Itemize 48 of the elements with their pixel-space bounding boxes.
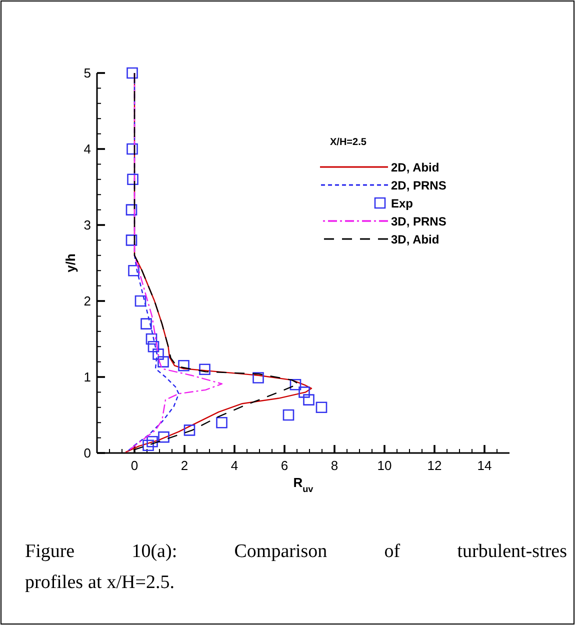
point	[158, 431, 170, 443]
y-tick-label: 3	[84, 218, 91, 232]
point	[303, 394, 314, 406]
point	[128, 264, 140, 276]
point	[158, 356, 169, 368]
x-tick-label: 6	[280, 458, 288, 473]
point	[316, 402, 328, 414]
text: Figure 10(a): Comparison of turbulent-stres profiles at x/H=2.5.	[25, 541, 567, 593]
y-tick-label: 1	[84, 370, 91, 384]
point	[126, 234, 138, 246]
point	[252, 372, 264, 384]
legend-label: 2D, PRNS	[391, 178, 446, 192]
point	[134, 295, 146, 307]
point	[216, 416, 228, 428]
point	[146, 333, 158, 345]
point	[282, 409, 294, 421]
point	[126, 143, 138, 155]
point	[148, 340, 160, 352]
y-tick-label: 5	[84, 66, 91, 80]
y-axis-title: y/h	[63, 254, 78, 272]
point	[127, 174, 138, 186]
y-tick-label: 4	[84, 142, 91, 156]
point	[298, 386, 310, 398]
point	[146, 436, 158, 448]
point	[152, 348, 164, 360]
point	[126, 67, 138, 79]
x-tick-label: 14	[477, 458, 492, 473]
text: 2D, Abid	[391, 160, 440, 174]
x-tick-label: 4	[230, 458, 238, 473]
legend-label: Exp	[391, 196, 414, 210]
x-tick-label: 0	[130, 458, 138, 473]
legend-label: 3D, PRNS	[391, 214, 446, 228]
x-tick-label: 12	[427, 458, 442, 473]
point	[290, 378, 302, 390]
y-tick-label: 2	[84, 294, 91, 308]
legend-label: 3D, Abid	[391, 232, 440, 246]
point	[126, 204, 138, 216]
x-axis-title: R$_{uv}$	[293, 475, 314, 494]
y-tick-label: 0	[84, 446, 91, 460]
point	[184, 424, 196, 436]
x-tick-label: 8	[330, 458, 338, 473]
legend-title: X/H=2.5	[330, 137, 367, 148]
x-tick-label: 10	[377, 458, 392, 473]
point	[178, 360, 190, 372]
point	[140, 318, 152, 330]
x-tick-label: 2	[180, 458, 188, 473]
point	[142, 440, 154, 452]
point	[199, 364, 210, 376]
